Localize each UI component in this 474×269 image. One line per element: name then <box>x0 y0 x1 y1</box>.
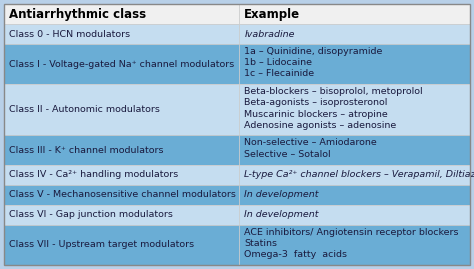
Bar <box>239 24 470 44</box>
Text: Ivabradine: Ivabradine <box>245 30 295 39</box>
Text: Class V - Mechanosensitive channel modulators: Class V - Mechanosensitive channel modul… <box>9 190 236 199</box>
Text: Non-selective – Amiodarone
Selective – Sotalol: Non-selective – Amiodarone Selective – S… <box>245 139 377 158</box>
Bar <box>4 84 239 135</box>
Bar <box>4 165 239 185</box>
Bar <box>239 135 470 165</box>
Bar <box>239 165 470 185</box>
Bar <box>239 4 470 24</box>
Bar <box>4 225 239 265</box>
Text: In development: In development <box>245 190 319 199</box>
Text: Beta-blockers – bisoprolol, metoprolol
Beta-agonists – isoprosteronol
Muscarinic: Beta-blockers – bisoprolol, metoprolol B… <box>245 87 423 130</box>
Bar <box>239 205 470 225</box>
Bar <box>4 44 239 84</box>
Bar <box>4 135 239 165</box>
Bar <box>4 24 239 44</box>
Text: Class II - Autonomic modulators: Class II - Autonomic modulators <box>9 105 160 114</box>
Text: ACE inhibitors/ Angiotensin receptor blockers
Statins
Omega-3  fatty  acids: ACE inhibitors/ Angiotensin receptor blo… <box>245 228 459 259</box>
Text: Example: Example <box>245 8 301 20</box>
Text: Class I - Voltage-gated Na⁺ channel modulators: Class I - Voltage-gated Na⁺ channel modu… <box>9 60 234 69</box>
Bar <box>239 44 470 84</box>
Text: Antiarrhythmic class: Antiarrhythmic class <box>9 8 146 20</box>
Bar <box>239 84 470 135</box>
Text: Class VII - Upstream target modulators: Class VII - Upstream target modulators <box>9 240 194 249</box>
Text: In development: In development <box>245 210 319 219</box>
Bar <box>239 185 470 205</box>
Bar <box>4 4 239 24</box>
Bar <box>4 185 239 205</box>
Text: Class III - K⁺ channel modulators: Class III - K⁺ channel modulators <box>9 146 164 154</box>
Text: Class 0 - HCN modulators: Class 0 - HCN modulators <box>9 30 130 39</box>
Text: 1a – Quinidine, disopyramide
1b – Lidocaine
1c – Flecainide: 1a – Quinidine, disopyramide 1b – Lidoca… <box>245 47 383 78</box>
Text: Class VI - Gap junction modulators: Class VI - Gap junction modulators <box>9 210 173 219</box>
Text: L-type Ca²⁺ channel blockers – Verapamil, Diltiazem: L-type Ca²⁺ channel blockers – Verapamil… <box>245 170 474 179</box>
Bar <box>4 205 239 225</box>
Bar <box>239 225 470 265</box>
Text: Class IV - Ca²⁺ handling modulators: Class IV - Ca²⁺ handling modulators <box>9 170 178 179</box>
